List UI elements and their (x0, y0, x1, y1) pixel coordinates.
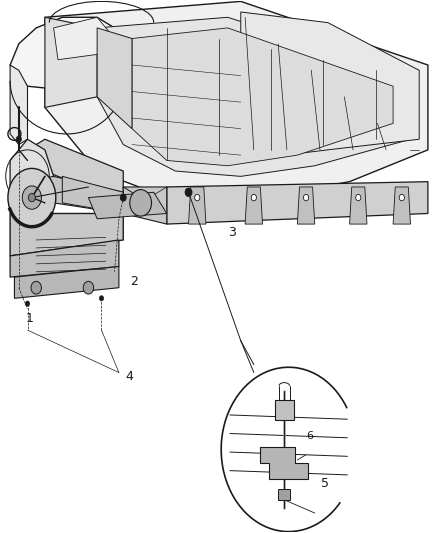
FancyBboxPatch shape (278, 489, 290, 500)
Polygon shape (53, 17, 115, 60)
Text: 3: 3 (228, 226, 236, 239)
Circle shape (99, 296, 104, 301)
Polygon shape (297, 187, 315, 224)
Polygon shape (393, 187, 410, 224)
Polygon shape (97, 17, 410, 176)
Polygon shape (260, 447, 308, 479)
Polygon shape (45, 17, 97, 108)
Polygon shape (10, 139, 53, 203)
Circle shape (185, 188, 192, 197)
FancyBboxPatch shape (275, 400, 294, 420)
Polygon shape (45, 2, 428, 198)
Circle shape (304, 195, 309, 201)
Circle shape (31, 281, 42, 294)
Polygon shape (241, 12, 419, 160)
Circle shape (120, 194, 126, 201)
Polygon shape (36, 139, 123, 198)
Polygon shape (245, 187, 262, 224)
Polygon shape (97, 28, 132, 128)
Circle shape (194, 195, 200, 201)
Circle shape (130, 190, 152, 216)
Text: 6: 6 (306, 431, 313, 441)
Polygon shape (62, 176, 123, 214)
Circle shape (356, 195, 361, 201)
Polygon shape (123, 187, 167, 224)
Polygon shape (188, 187, 206, 224)
Polygon shape (10, 214, 123, 256)
Polygon shape (88, 192, 167, 219)
Text: 4: 4 (125, 370, 133, 384)
Polygon shape (350, 187, 367, 224)
Polygon shape (14, 266, 119, 298)
Polygon shape (167, 182, 428, 224)
Text: 5: 5 (321, 477, 329, 489)
Circle shape (22, 186, 42, 209)
Circle shape (25, 301, 30, 306)
Circle shape (28, 193, 35, 202)
Text: 2: 2 (130, 275, 138, 288)
Polygon shape (10, 17, 123, 92)
Polygon shape (132, 28, 393, 166)
Circle shape (8, 168, 56, 227)
Polygon shape (28, 176, 123, 214)
Text: 1: 1 (25, 312, 33, 325)
Circle shape (251, 195, 256, 201)
Circle shape (399, 195, 404, 201)
Circle shape (16, 136, 21, 142)
Polygon shape (10, 65, 28, 144)
Polygon shape (10, 240, 119, 277)
Circle shape (83, 281, 94, 294)
